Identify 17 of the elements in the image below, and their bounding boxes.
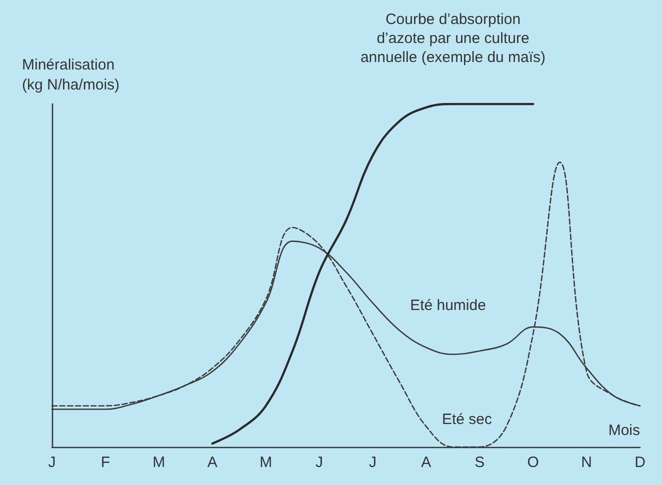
annotation: Eté sec: [442, 411, 493, 428]
x-tick-label: J: [316, 454, 324, 471]
x-tick-label: J: [368, 454, 376, 471]
annotation: Eté humide: [410, 297, 486, 314]
x-tick-label: S: [474, 454, 485, 471]
x-tick-label: A: [207, 454, 218, 471]
x-tick-label: J: [48, 454, 56, 471]
text: Courbe d’absorption d’azote par une culture annuelle (exemple du maïs): [360, 11, 546, 66]
x-tick-label: O: [527, 454, 539, 471]
x-tick-label: N: [581, 454, 592, 471]
x-tick-label: M: [260, 454, 272, 471]
x-tick-label: F: [100, 454, 110, 471]
x-axis-title: Mois: [608, 422, 640, 439]
x-tick-label: A: [421, 454, 432, 471]
y-axis-title: Minéralisation (kg N/ha/mois): [22, 56, 120, 94]
x-tick-label: D: [634, 454, 646, 471]
x-tick-label: M: [152, 454, 166, 471]
